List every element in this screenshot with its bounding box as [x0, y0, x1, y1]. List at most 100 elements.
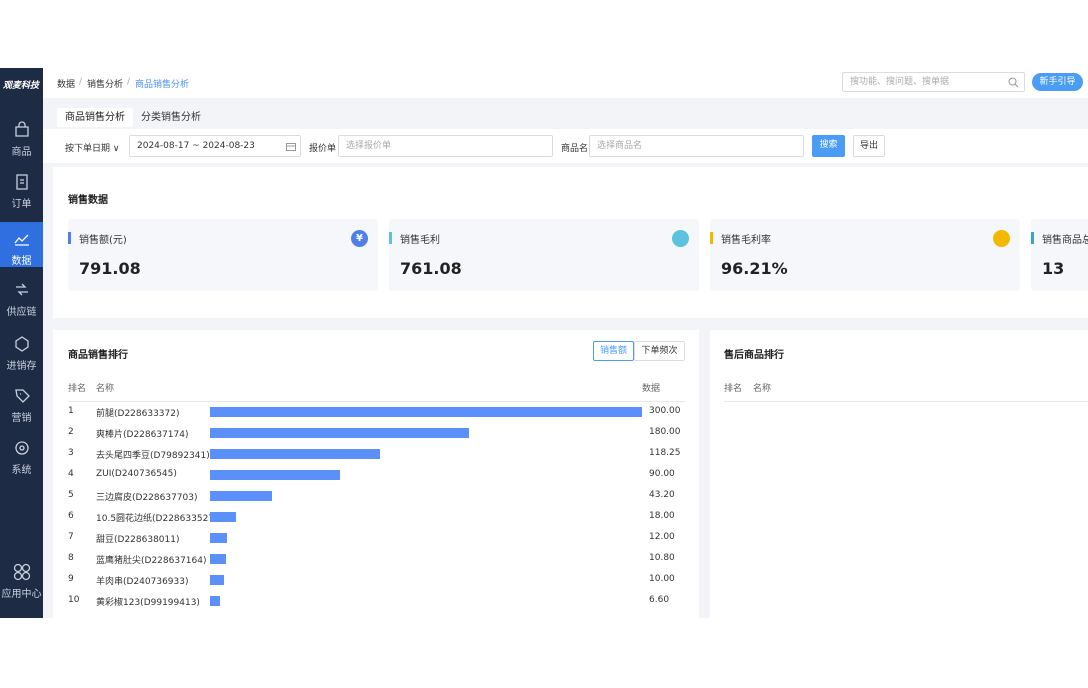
export-button[interactable]: 导出: [853, 135, 885, 157]
product-name: 黄彩椒123(D99199413): [96, 598, 200, 608]
nav-item[interactable]: 供应链: [0, 276, 43, 318]
nav-label: 供应链: [6, 307, 37, 318]
quote-placeholder: 选择报价单: [346, 141, 392, 151]
after-sales-panel: [710, 330, 1088, 618]
tab-active[interactable]: 商品销售分析: [57, 108, 133, 127]
guide-button[interactable]: 新手引导: [1032, 73, 1083, 91]
search-placeholder: 搜功能、搜问题、搜单据: [850, 77, 950, 87]
nav-item[interactable]: 商品: [0, 116, 43, 158]
value-label: 180.00: [649, 427, 681, 437]
value-label: 18.00: [649, 511, 675, 521]
rank: 7: [68, 532, 74, 542]
nav-item[interactable]: 数据: [0, 222, 43, 267]
card-label: 销售毛利: [400, 235, 440, 246]
value-label: 300.00: [649, 406, 681, 416]
sidebar: 观麦科技 商品订单数据供应链进销存营销系统应用中心: [0, 68, 43, 618]
bar: [210, 491, 273, 501]
card-value: 761.08: [400, 259, 462, 278]
rank: 8: [68, 553, 74, 563]
card-label: 销售商品总: [1042, 235, 1088, 246]
column-header: 排名: [68, 384, 87, 394]
after-sales-title: 售后商品排行: [724, 350, 784, 361]
card-icon: [993, 230, 1010, 247]
app: 观麦科技 商品 订单 数据 供应链 进销存 营销 系统 应用中心 数据 / 销售分析 / 商品…: [0, 68, 1088, 618]
rank: 6: [68, 511, 74, 521]
divider: [68, 401, 685, 402]
card-icon: [672, 230, 689, 247]
app-center[interactable]: 应用中心: [0, 562, 43, 602]
icon-shape: [14, 389, 30, 403]
card-label: 销售额(元): [79, 235, 127, 246]
value-label: 118.25: [649, 448, 681, 458]
value-label: 6.60: [649, 595, 670, 605]
product-name: 三边腐皮(D228637703): [96, 493, 198, 503]
icon-shape: [14, 121, 29, 137]
rank: 10: [68, 595, 80, 605]
column-header: 名称: [753, 384, 772, 394]
calendar-icon: [286, 143, 296, 151]
quote-input[interactable]: 选择报价单: [338, 135, 553, 157]
tab[interactable]: 分类销售分析: [141, 112, 201, 123]
nav-item[interactable]: 营销: [0, 382, 43, 424]
nav-item[interactable]: 进销存: [0, 330, 43, 372]
nav-label: 订单: [11, 199, 32, 210]
nav-icon: [15, 174, 28, 190]
quote-label: 报价单: [309, 144, 337, 154]
rank: 1: [68, 406, 74, 416]
rank: 9: [68, 574, 74, 584]
value-label: 10.00: [649, 574, 675, 584]
card-accent: [710, 232, 713, 244]
icon-shape: [15, 174, 28, 190]
value-label: 12.00: [649, 532, 675, 542]
card-accent: [68, 232, 71, 244]
nav-label: 数据: [11, 256, 32, 267]
bar: [210, 596, 220, 606]
nav-label: 商品: [11, 147, 32, 158]
product-name: 羊肉串(D240736933): [96, 577, 189, 587]
search-icon: [1008, 77, 1019, 88]
ranking-panel: [53, 330, 699, 618]
bar: [210, 512, 236, 522]
nav-label: 进销存: [6, 361, 37, 372]
breadcrumb-item[interactable]: 数据: [57, 80, 76, 90]
rank: 2: [68, 427, 74, 437]
ranking-title: 商品销售排行: [68, 350, 128, 361]
search-button[interactable]: 搜索: [812, 135, 845, 157]
icon-shape: [13, 234, 29, 246]
app-icon: [13, 563, 30, 581]
stat-card: 销售商品总 13: [1031, 219, 1088, 291]
logo: 观麦科技: [3, 81, 40, 91]
global-search[interactable]: 搜功能、搜问题、搜单据: [842, 72, 1025, 92]
date-range[interactable]: 2024-08-17 ~ 2024-08-23: [129, 135, 301, 157]
stat-card: 销售毛利率 96.21%: [710, 219, 1020, 291]
name-label: 商品名: [561, 144, 589, 154]
bar: [210, 428, 470, 438]
nav-label: 系统: [11, 465, 32, 476]
breadcrumb-item[interactable]: 销售分析: [87, 80, 124, 90]
bar: [210, 470, 340, 480]
product-name: 10.5圆花边纸(D228633527): [96, 514, 218, 524]
date-type-select[interactable]: 按下单日期 ∨: [65, 144, 120, 154]
rank: 3: [68, 448, 74, 458]
nav-item[interactable]: 系统: [0, 434, 43, 476]
toggle[interactable]: 下单频次: [634, 341, 685, 361]
value-label: 43.20: [649, 490, 675, 500]
nav-icon: [14, 121, 29, 137]
nav-item[interactable]: 订单: [0, 168, 43, 210]
name-input[interactable]: 选择商品名: [589, 135, 804, 157]
stat-card: 销售毛利 761.08: [389, 219, 699, 291]
breadcrumb-item: 商品销售分析: [135, 80, 190, 90]
toggle-active[interactable]: 销售额: [593, 341, 634, 361]
product-name: 爽棒片(D228637174): [96, 430, 189, 440]
nav-icon: [14, 441, 29, 455]
rank: 4: [68, 469, 74, 479]
column-header: 排名: [724, 384, 743, 394]
product-name: 前腿(D228633372): [96, 409, 180, 419]
card-value: 96.21%: [721, 259, 788, 278]
value-label: 90.00: [649, 469, 675, 479]
bar: [210, 449, 381, 459]
breadcrumb-sep: /: [127, 77, 131, 87]
icon-shape: [15, 283, 28, 296]
card-value: 13: [1042, 259, 1065, 278]
summary-title: 销售数据: [68, 195, 108, 206]
